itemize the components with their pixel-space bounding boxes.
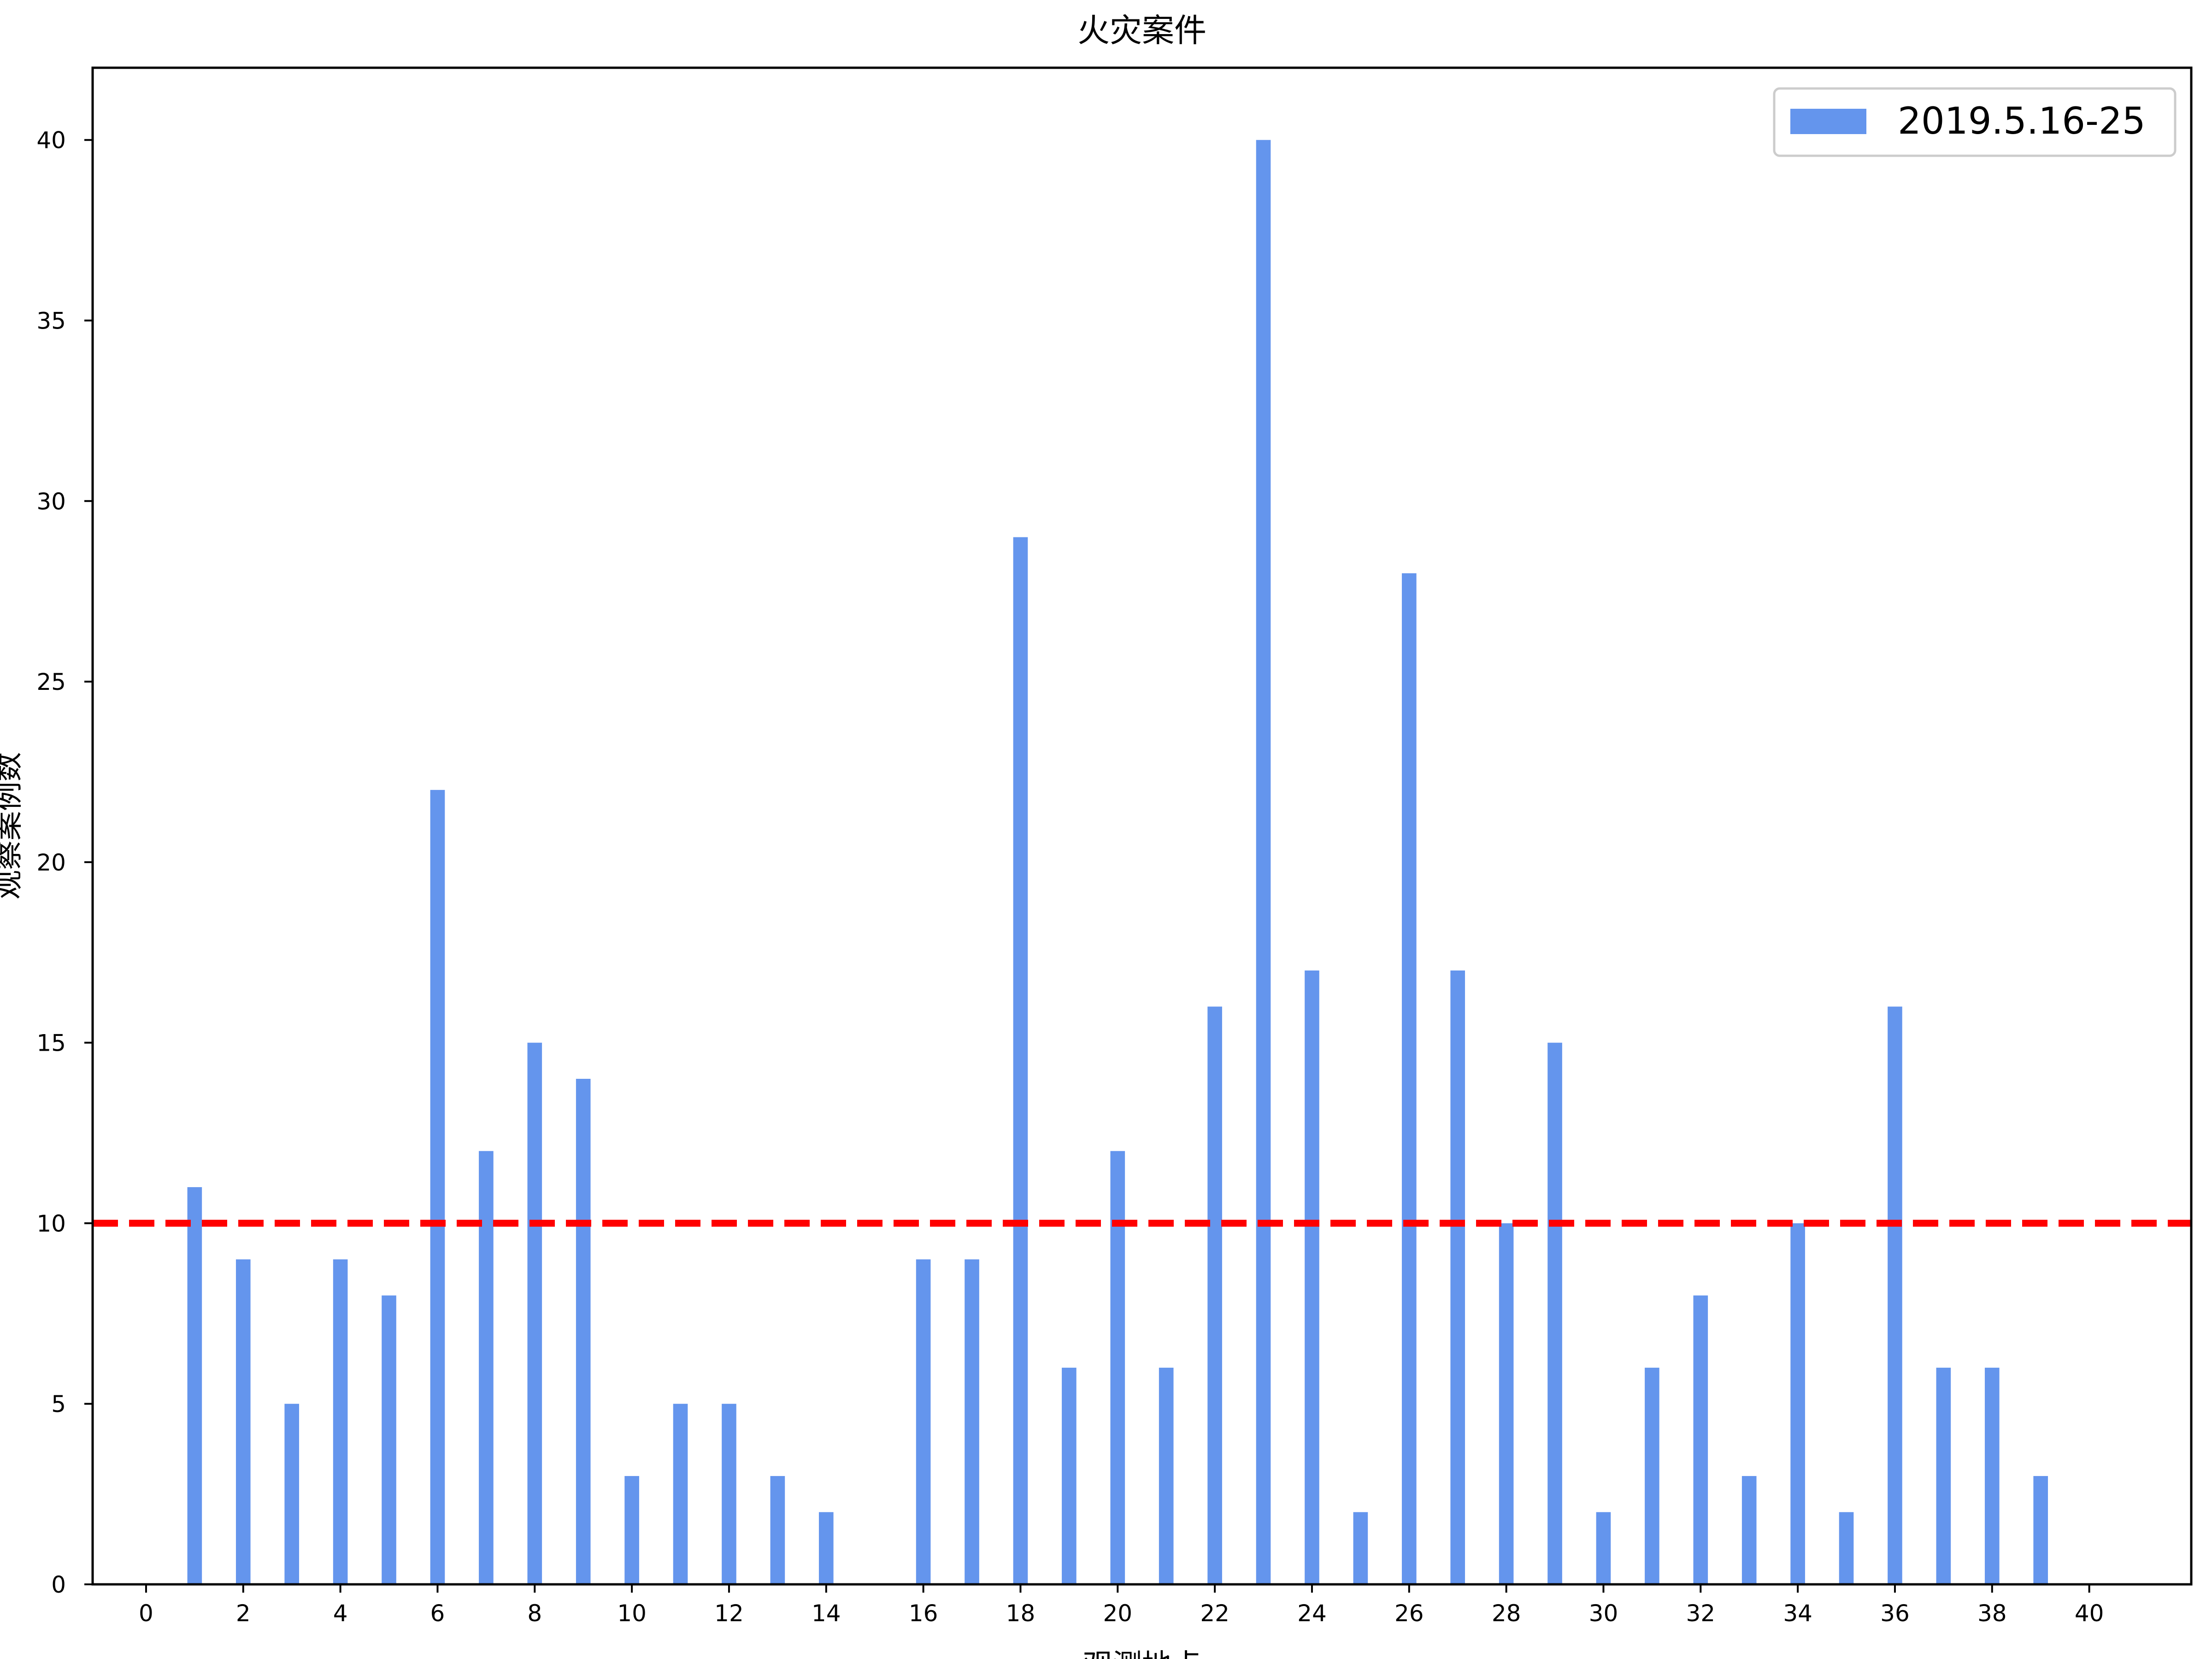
bar-23 — [1256, 140, 1271, 1584]
bar-8 — [527, 1042, 542, 1584]
bar-38 — [1984, 1367, 2000, 1584]
plot-frame — [91, 66, 2193, 1586]
bar-4 — [333, 1259, 348, 1584]
bar-3 — [284, 1404, 300, 1584]
bar-34 — [1790, 1223, 1805, 1584]
x-tick-label: 34 — [1783, 1600, 1812, 1627]
legend: 2019.5.16-25 — [1773, 87, 2177, 157]
bar-2 — [235, 1259, 251, 1584]
bar-6 — [430, 790, 445, 1584]
bar-37 — [1936, 1367, 1951, 1584]
x-tick-label: 40 — [2075, 1600, 2104, 1627]
y-tick-label: 25 — [36, 669, 66, 695]
x-tick-label: 0 — [139, 1600, 153, 1627]
x-tick-label: 20 — [1103, 1600, 1132, 1627]
legend-box — [1773, 87, 2177, 157]
bar-36 — [1888, 1006, 1902, 1584]
bar-30 — [1596, 1512, 1611, 1584]
y-tick-label: 10 — [36, 1210, 66, 1237]
bar-26 — [1401, 573, 1417, 1584]
y-tick-label: 35 — [36, 308, 66, 335]
x-tick-label: 36 — [1880, 1600, 1910, 1627]
bar-29 — [1547, 1042, 1562, 1584]
x-tick-label: 6 — [430, 1600, 445, 1627]
y-tick-label: 30 — [36, 488, 66, 515]
legend-label: 2019.5.16-25 — [1898, 100, 2146, 142]
y-tick-label: 5 — [51, 1391, 66, 1418]
legend-swatch — [1790, 109, 1866, 134]
bar-18 — [1013, 537, 1028, 1584]
bar-32 — [1693, 1295, 1708, 1584]
bars-group — [187, 140, 2048, 1584]
x-tick-label: 2 — [236, 1600, 251, 1627]
x-tick-label: 18 — [1006, 1600, 1035, 1627]
bar-39 — [2033, 1476, 2048, 1584]
bar-16 — [916, 1259, 931, 1584]
chart-title: 火灾案件 — [1077, 12, 1206, 49]
x-tick-label: 10 — [617, 1600, 647, 1627]
bar-20 — [1110, 1151, 1125, 1584]
bar-25 — [1353, 1512, 1368, 1584]
x-tick-label: 30 — [1589, 1600, 1618, 1627]
bar-5 — [382, 1295, 396, 1584]
x-tick-label: 22 — [1200, 1600, 1230, 1627]
x-tick-label: 16 — [909, 1600, 938, 1627]
y-tick-label: 20 — [36, 849, 66, 876]
y-tick-label: 0 — [51, 1571, 66, 1598]
bar-13 — [770, 1476, 785, 1584]
x-axis-label: 观测地点 — [1083, 1648, 1201, 1659]
bar-12 — [722, 1404, 736, 1584]
x-tick-label: 38 — [1977, 1600, 2007, 1627]
bar-31 — [1645, 1367, 1659, 1584]
bar-9 — [576, 1079, 591, 1584]
bar-33 — [1741, 1476, 1757, 1584]
x-tick-label: 12 — [714, 1600, 744, 1627]
y-axis-ticks: 0 5 10 15 20 25 30 35 40 — [36, 127, 93, 1598]
x-tick-label: 14 — [812, 1600, 841, 1627]
bar-17 — [965, 1259, 979, 1584]
bar-22 — [1207, 1006, 1222, 1584]
x-tick-label: 26 — [1394, 1600, 1424, 1627]
bar-19 — [1062, 1367, 1077, 1584]
bar-28 — [1499, 1223, 1514, 1584]
x-axis-ticks: 0 2 4 6 8 10 12 14 16 18 20 22 24 26 28 30 32 34 36 38 40 — [139, 1584, 2104, 1627]
bar-14 — [818, 1512, 834, 1584]
bar-11 — [673, 1404, 688, 1584]
x-tick-label: 28 — [1492, 1600, 1521, 1627]
x-tick-label: 24 — [1297, 1600, 1327, 1627]
bar-1 — [187, 1187, 202, 1584]
bar-27 — [1450, 970, 1465, 1584]
x-tick-label: 4 — [333, 1600, 348, 1627]
bar-10 — [624, 1476, 639, 1584]
bar-21 — [1159, 1367, 1174, 1584]
bar-35 — [1839, 1512, 1854, 1584]
bar-7 — [479, 1151, 494, 1584]
bar-24 — [1305, 970, 1319, 1584]
y-axis-label: 观察案例数 — [0, 752, 26, 900]
x-tick-label: 8 — [527, 1600, 542, 1627]
y-tick-label: 15 — [36, 1030, 66, 1057]
x-tick-label: 32 — [1686, 1600, 1715, 1627]
y-tick-label: 40 — [36, 127, 66, 154]
